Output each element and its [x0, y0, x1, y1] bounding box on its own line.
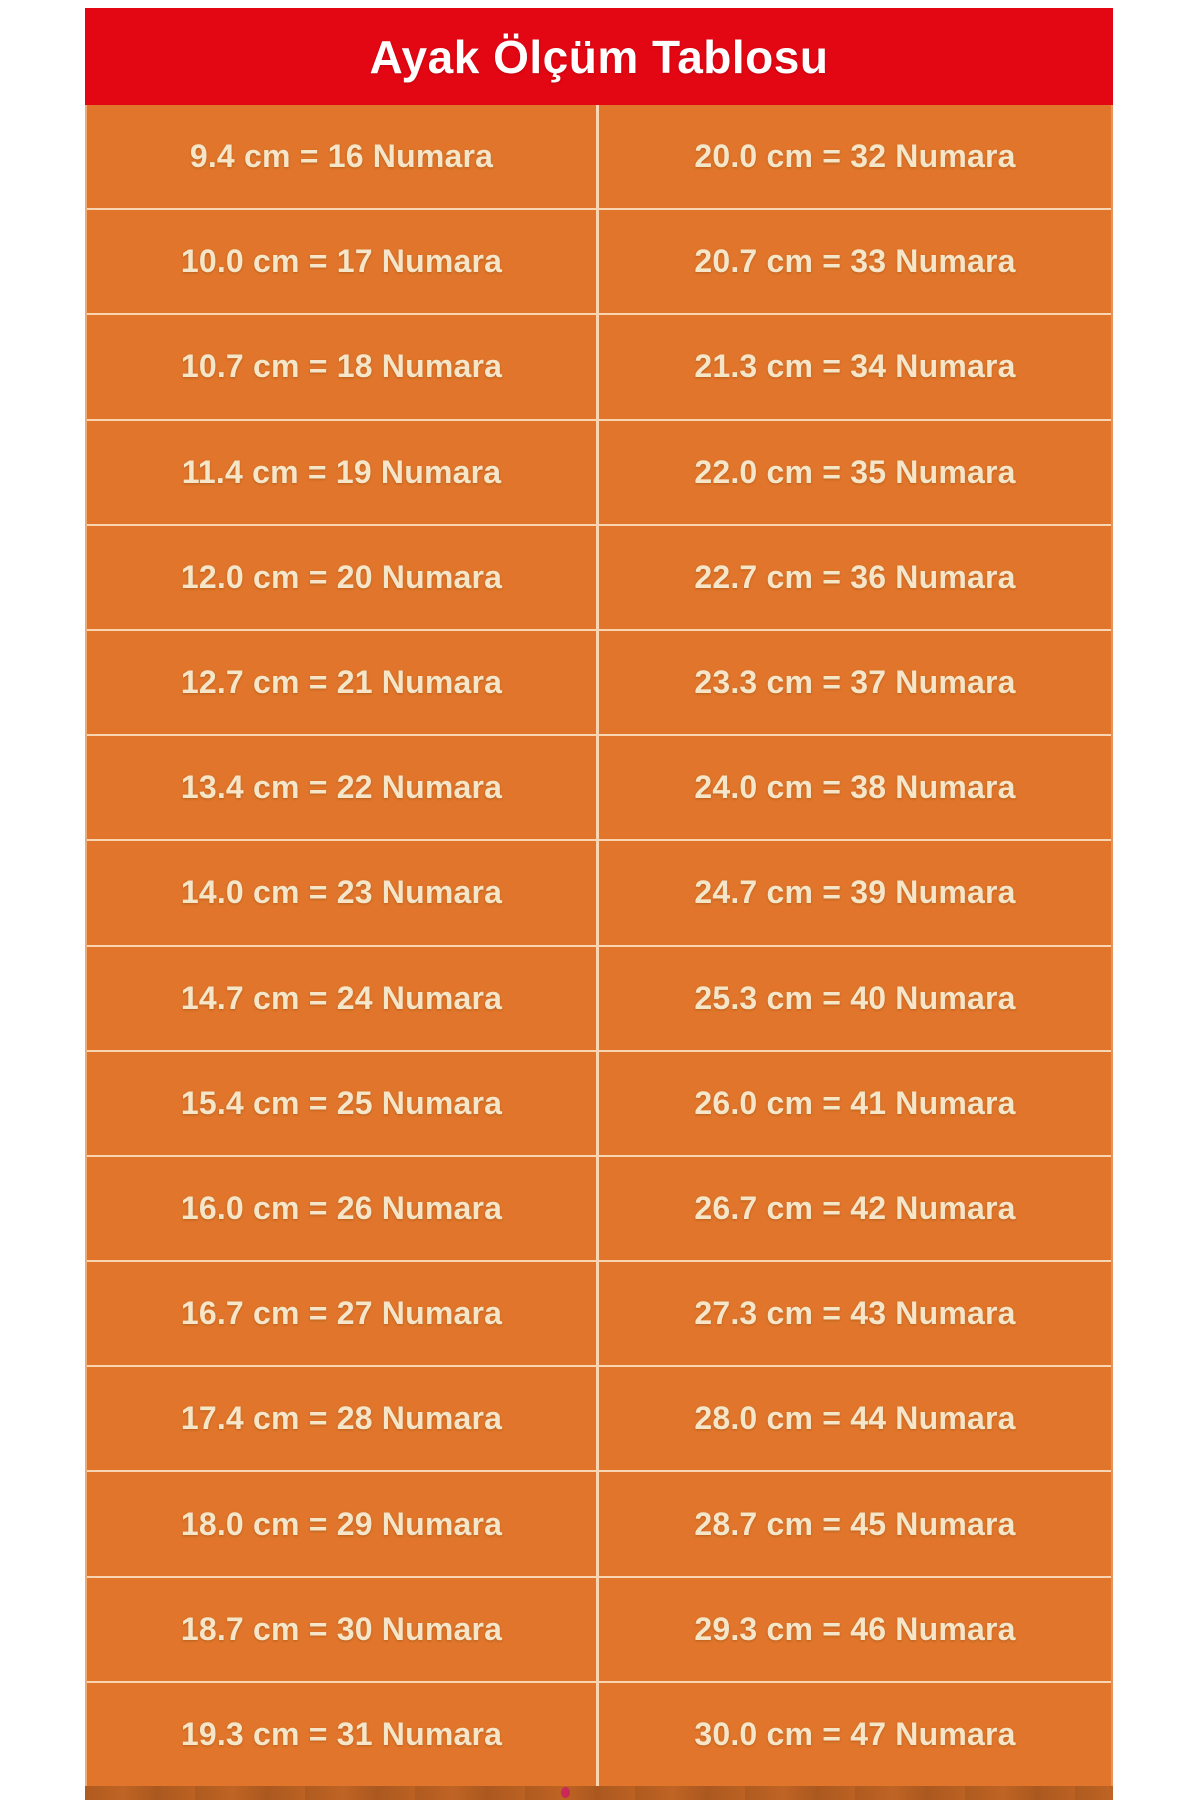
table-row: 14.0 cm = 23 Numara 24.7 cm = 39 Numara: [87, 839, 1111, 945]
size-cell-right: 27.3 cm = 43 Numara: [694, 1295, 1016, 1332]
table-row: 15.4 cm = 25 Numara 26.0 cm = 41 Numara: [87, 1049, 1111, 1155]
size-cell-right: 26.0 cm = 41 Numara: [694, 1084, 1016, 1121]
size-cell-left: 15.4 cm = 25 Numara: [87, 1051, 599, 1155]
size-cell-left: 13.4 cm = 22 Numara: [87, 736, 599, 840]
size-cell-left: 18.7 cm = 30 Numara: [87, 1577, 599, 1681]
size-cell-left: 18.0 cm = 29 Numara: [87, 1472, 599, 1576]
table-row: 13.4 cm = 22 Numara 24.0 cm = 38 Numara: [87, 734, 1111, 840]
size-cell-right: 30.0 cm = 47 Numara: [694, 1715, 1016, 1752]
size-cell-right: 24.7 cm = 39 Numara: [694, 874, 1016, 911]
table-row: 9.4 cm = 16 Numara 20.0 cm = 32 Numara: [87, 105, 1111, 209]
size-cell-left: 19.3 cm = 31 Numara: [87, 1682, 599, 1786]
size-cell-right: 22.0 cm = 35 Numara: [694, 453, 1016, 490]
size-cell-left: 16.7 cm = 27 Numara: [87, 1262, 599, 1366]
table-row: 12.0 cm = 20 Numara 22.7 cm = 36 Numara: [87, 523, 1111, 629]
size-cell-right: 24.0 cm = 38 Numara: [694, 769, 1016, 806]
size-cell-right: 20.7 cm = 33 Numara: [694, 243, 1016, 280]
table-row: 14.7 cm = 24 Numara 25.3 cm = 40 Numara: [87, 944, 1111, 1050]
size-cell-right: 23.3 cm = 37 Numara: [694, 664, 1016, 701]
table-row: 12.7 cm = 21 Numara 23.3 cm = 37 Numara: [87, 628, 1111, 735]
size-cell-right: 28.7 cm = 45 Numara: [694, 1505, 1016, 1542]
table-row: 10.7 cm = 18 Numara 21.3 cm = 34 Numara: [87, 313, 1111, 419]
size-cell-left: 10.0 cm = 17 Numara: [87, 210, 599, 314]
table-row: 10.0 cm = 17 Numara 20.7 cm = 33 Numara: [87, 208, 1111, 314]
magenta-dot: [561, 1787, 570, 1798]
table-row: 16.0 cm = 26 Numara 26.7 cm = 42 Numara: [87, 1154, 1111, 1261]
size-cell-right: 29.3 cm = 46 Numara: [694, 1610, 1016, 1647]
table-row: 11.4 cm = 19 Numara 22.0 cm = 35 Numara: [87, 418, 1111, 524]
table-row: 19.3 cm = 31 Numara 30.0 cm = 47 Numara: [87, 1680, 1111, 1786]
bottom-strip: [85, 1786, 1113, 1800]
table-row: 17.4 cm = 28 Numara 28.0 cm = 44 Numara: [87, 1365, 1111, 1471]
size-cell-left: 16.0 cm = 26 Numara: [87, 1156, 599, 1261]
size-cell-right: 26.7 cm = 42 Numara: [694, 1189, 1016, 1226]
table-row: 18.7 cm = 30 Numara 29.3 cm = 46 Numara: [87, 1575, 1111, 1681]
size-cell-left: 10.7 cm = 18 Numara: [87, 315, 599, 419]
size-cell-left: 11.4 cm = 19 Numara: [87, 420, 599, 524]
page-title: Ayak Ölçüm Tablosu: [369, 30, 829, 83]
size-cell-left: 14.7 cm = 24 Numara: [87, 946, 599, 1050]
size-cell-left: 12.0 cm = 20 Numara: [87, 525, 599, 629]
size-chart: Ayak Ölçüm Tablosu 9.4 cm = 16 Numara 20.…: [85, 8, 1113, 1800]
size-table: 9.4 cm = 16 Numara 20.0 cm = 32 Numara 10.…: [85, 105, 1113, 1786]
size-cell-right: 20.0 cm = 32 Numara: [694, 138, 1016, 175]
size-cell-right: 25.3 cm = 40 Numara: [694, 979, 1016, 1016]
size-cell-left: 14.0 cm = 23 Numara: [87, 841, 599, 945]
size-cell-left: 9.4 cm = 16 Numara: [87, 105, 599, 209]
size-cell-left: 17.4 cm = 28 Numara: [87, 1367, 599, 1471]
chart-header: Ayak Ölçüm Tablosu: [85, 8, 1113, 105]
size-cell-right: 22.7 cm = 36 Numara: [694, 558, 1016, 595]
size-cell-left: 12.7 cm = 21 Numara: [87, 630, 599, 735]
size-cell-right: 28.0 cm = 44 Numara: [694, 1400, 1016, 1437]
table-row: 16.7 cm = 27 Numara 27.3 cm = 43 Numara: [87, 1260, 1111, 1366]
size-cell-right: 21.3 cm = 34 Numara: [694, 348, 1016, 385]
table-row: 18.0 cm = 29 Numara 28.7 cm = 45 Numara: [87, 1470, 1111, 1576]
